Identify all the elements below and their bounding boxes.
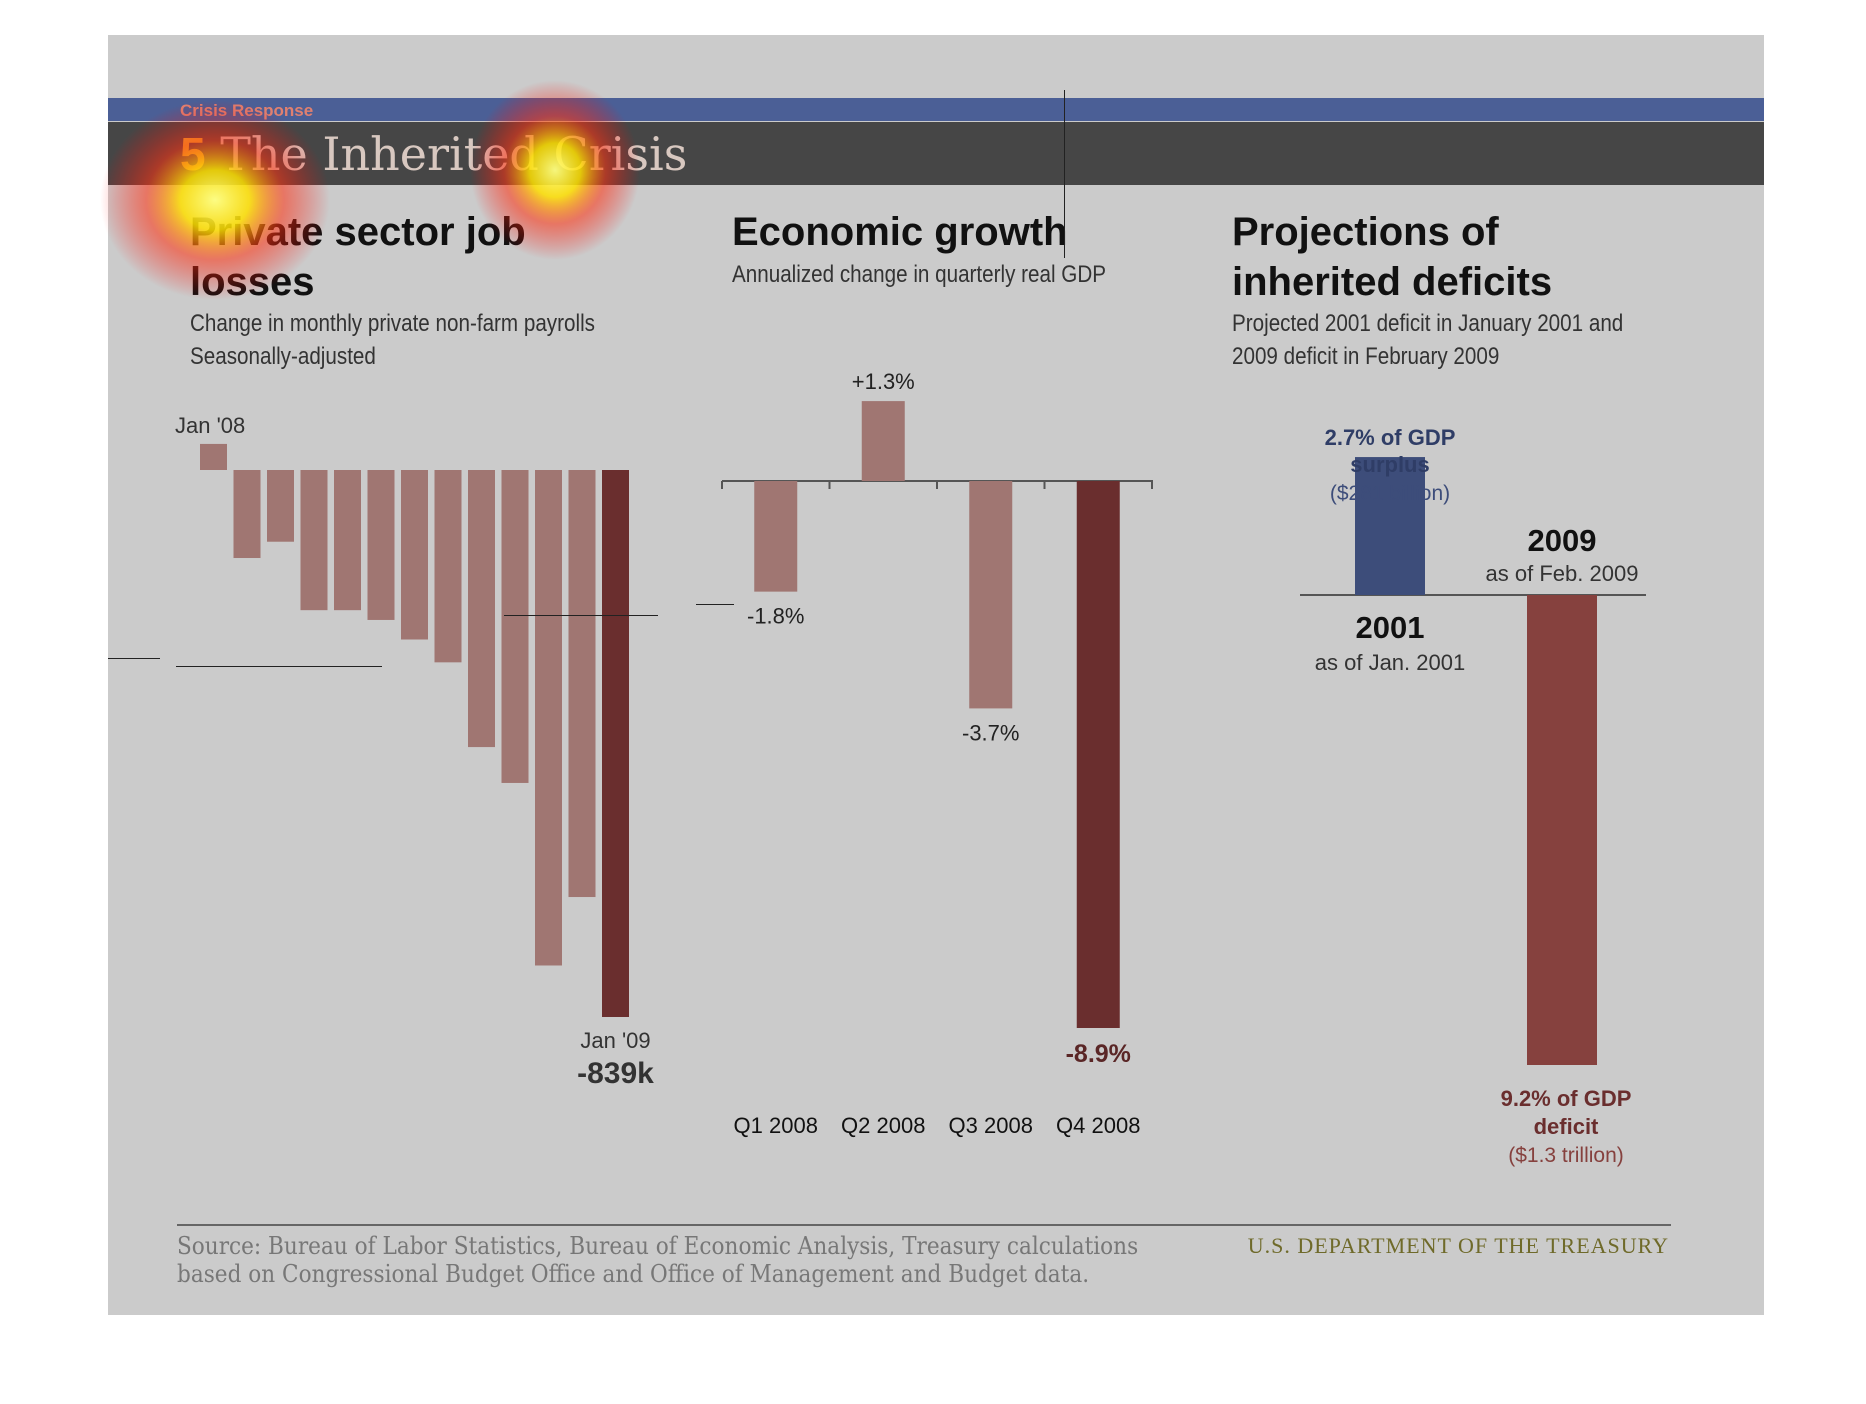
growth-value-label: -1.8% <box>747 604 804 629</box>
deficits-bar <box>1527 595 1597 1065</box>
growth-bar <box>754 481 798 592</box>
jobs-bar <box>602 470 629 1017</box>
source-note: Source: Bureau of Labor Statistics, Bure… <box>177 1232 1139 1288</box>
header-dark-band <box>108 122 1764 185</box>
deficits-bar <box>1355 457 1425 595</box>
deficits-subtitle: Projected 2001 deficit in January 2001 a… <box>1232 307 1623 373</box>
jobs-bar <box>434 470 462 663</box>
annotation-line-mid <box>504 615 658 616</box>
deficits-title-line2: inherited deficits <box>1232 260 1553 304</box>
growth-category-label: Q1 2008 <box>734 1113 818 1138</box>
source-line1: Source: Bureau of Labor Statistics, Bure… <box>177 1232 1139 1260</box>
footer-rule <box>177 1224 1671 1226</box>
deficit-label-line1: 9.2% of GDP <box>1501 1086 1632 1111</box>
deficit-label-line2: deficit <box>1534 1114 1599 1139</box>
jobs-bar <box>535 470 562 966</box>
jobs-subtitle-line1: Change in monthly private non-farm payro… <box>190 310 595 337</box>
surplus-label-line3: ($281 billion) <box>1330 482 1450 505</box>
growth-category-label: Q4 2008 <box>1056 1113 1140 1138</box>
annotation-line-right <box>696 604 734 605</box>
surplus-label-line1: 2.7% of GDP <box>1325 425 1456 450</box>
jobs-bar <box>468 470 495 748</box>
jobs-end-label: Jan '09 <box>580 1028 650 1053</box>
deficits-title-line1: Projections of <box>1232 210 1499 254</box>
category-2009-label: 2009 <box>1528 523 1597 558</box>
growth-value-label: -3.7% <box>962 720 1019 745</box>
category-2009-note: as of Feb. 2009 <box>1486 561 1639 586</box>
slide-background <box>108 35 1764 1315</box>
growth-subtitle: Annualized change in quarterly real GDP <box>732 261 1107 288</box>
agency-name: U.S. DEPARTMENT OF THE TREASURY <box>1247 1233 1669 1258</box>
jobs-subtitle-line2: Seasonally-adjusted <box>190 343 376 370</box>
growth-bar <box>861 401 905 481</box>
jobs-bar <box>200 443 227 470</box>
category-2001-label: 2001 <box>1356 610 1425 645</box>
deficits-title: Projections of inherited deficits <box>1232 207 1552 307</box>
jobs-bar <box>367 470 395 620</box>
growth-title: Economic growth <box>732 210 1068 254</box>
jobs-bar <box>501 470 529 783</box>
deficit-label-line3: ($1.3 trillion) <box>1508 1144 1624 1167</box>
growth-bar <box>969 481 1013 709</box>
deficits-subtitle-line1: Projected 2001 deficit in January 2001 a… <box>1232 310 1624 337</box>
jobs-bar <box>300 470 328 611</box>
annotation-vertical-line <box>1064 90 1065 258</box>
jobs-bar <box>568 470 596 898</box>
jobs-bar <box>401 470 428 640</box>
jobs-end-value-label: -839k <box>577 1057 654 1090</box>
jobs-bar <box>334 470 361 611</box>
jobs-start-label: Jan '08 <box>175 413 245 438</box>
annotation-line-baseline <box>176 666 382 667</box>
growth-category-label: Q2 2008 <box>841 1113 925 1138</box>
growth-bar <box>1076 481 1120 1028</box>
growth-value-label: +1.3% <box>852 369 915 394</box>
growth-value-label: -8.9% <box>1066 1040 1131 1068</box>
surplus-label-line2: surplus <box>1350 452 1429 477</box>
annotation-line-left <box>108 658 160 659</box>
deficits-subtitle-line2: 2009 deficit in February 2009 <box>1232 343 1500 370</box>
source-line2: based on Congressional Budget Office and… <box>177 1260 1090 1288</box>
category-2001-note: as of Jan. 2001 <box>1315 650 1465 675</box>
growth-category-label: Q3 2008 <box>949 1113 1033 1138</box>
jobs-bar <box>233 470 261 559</box>
jobs-subtitle: Change in monthly private non-farm payro… <box>190 307 595 373</box>
jobs-bar <box>267 470 294 542</box>
